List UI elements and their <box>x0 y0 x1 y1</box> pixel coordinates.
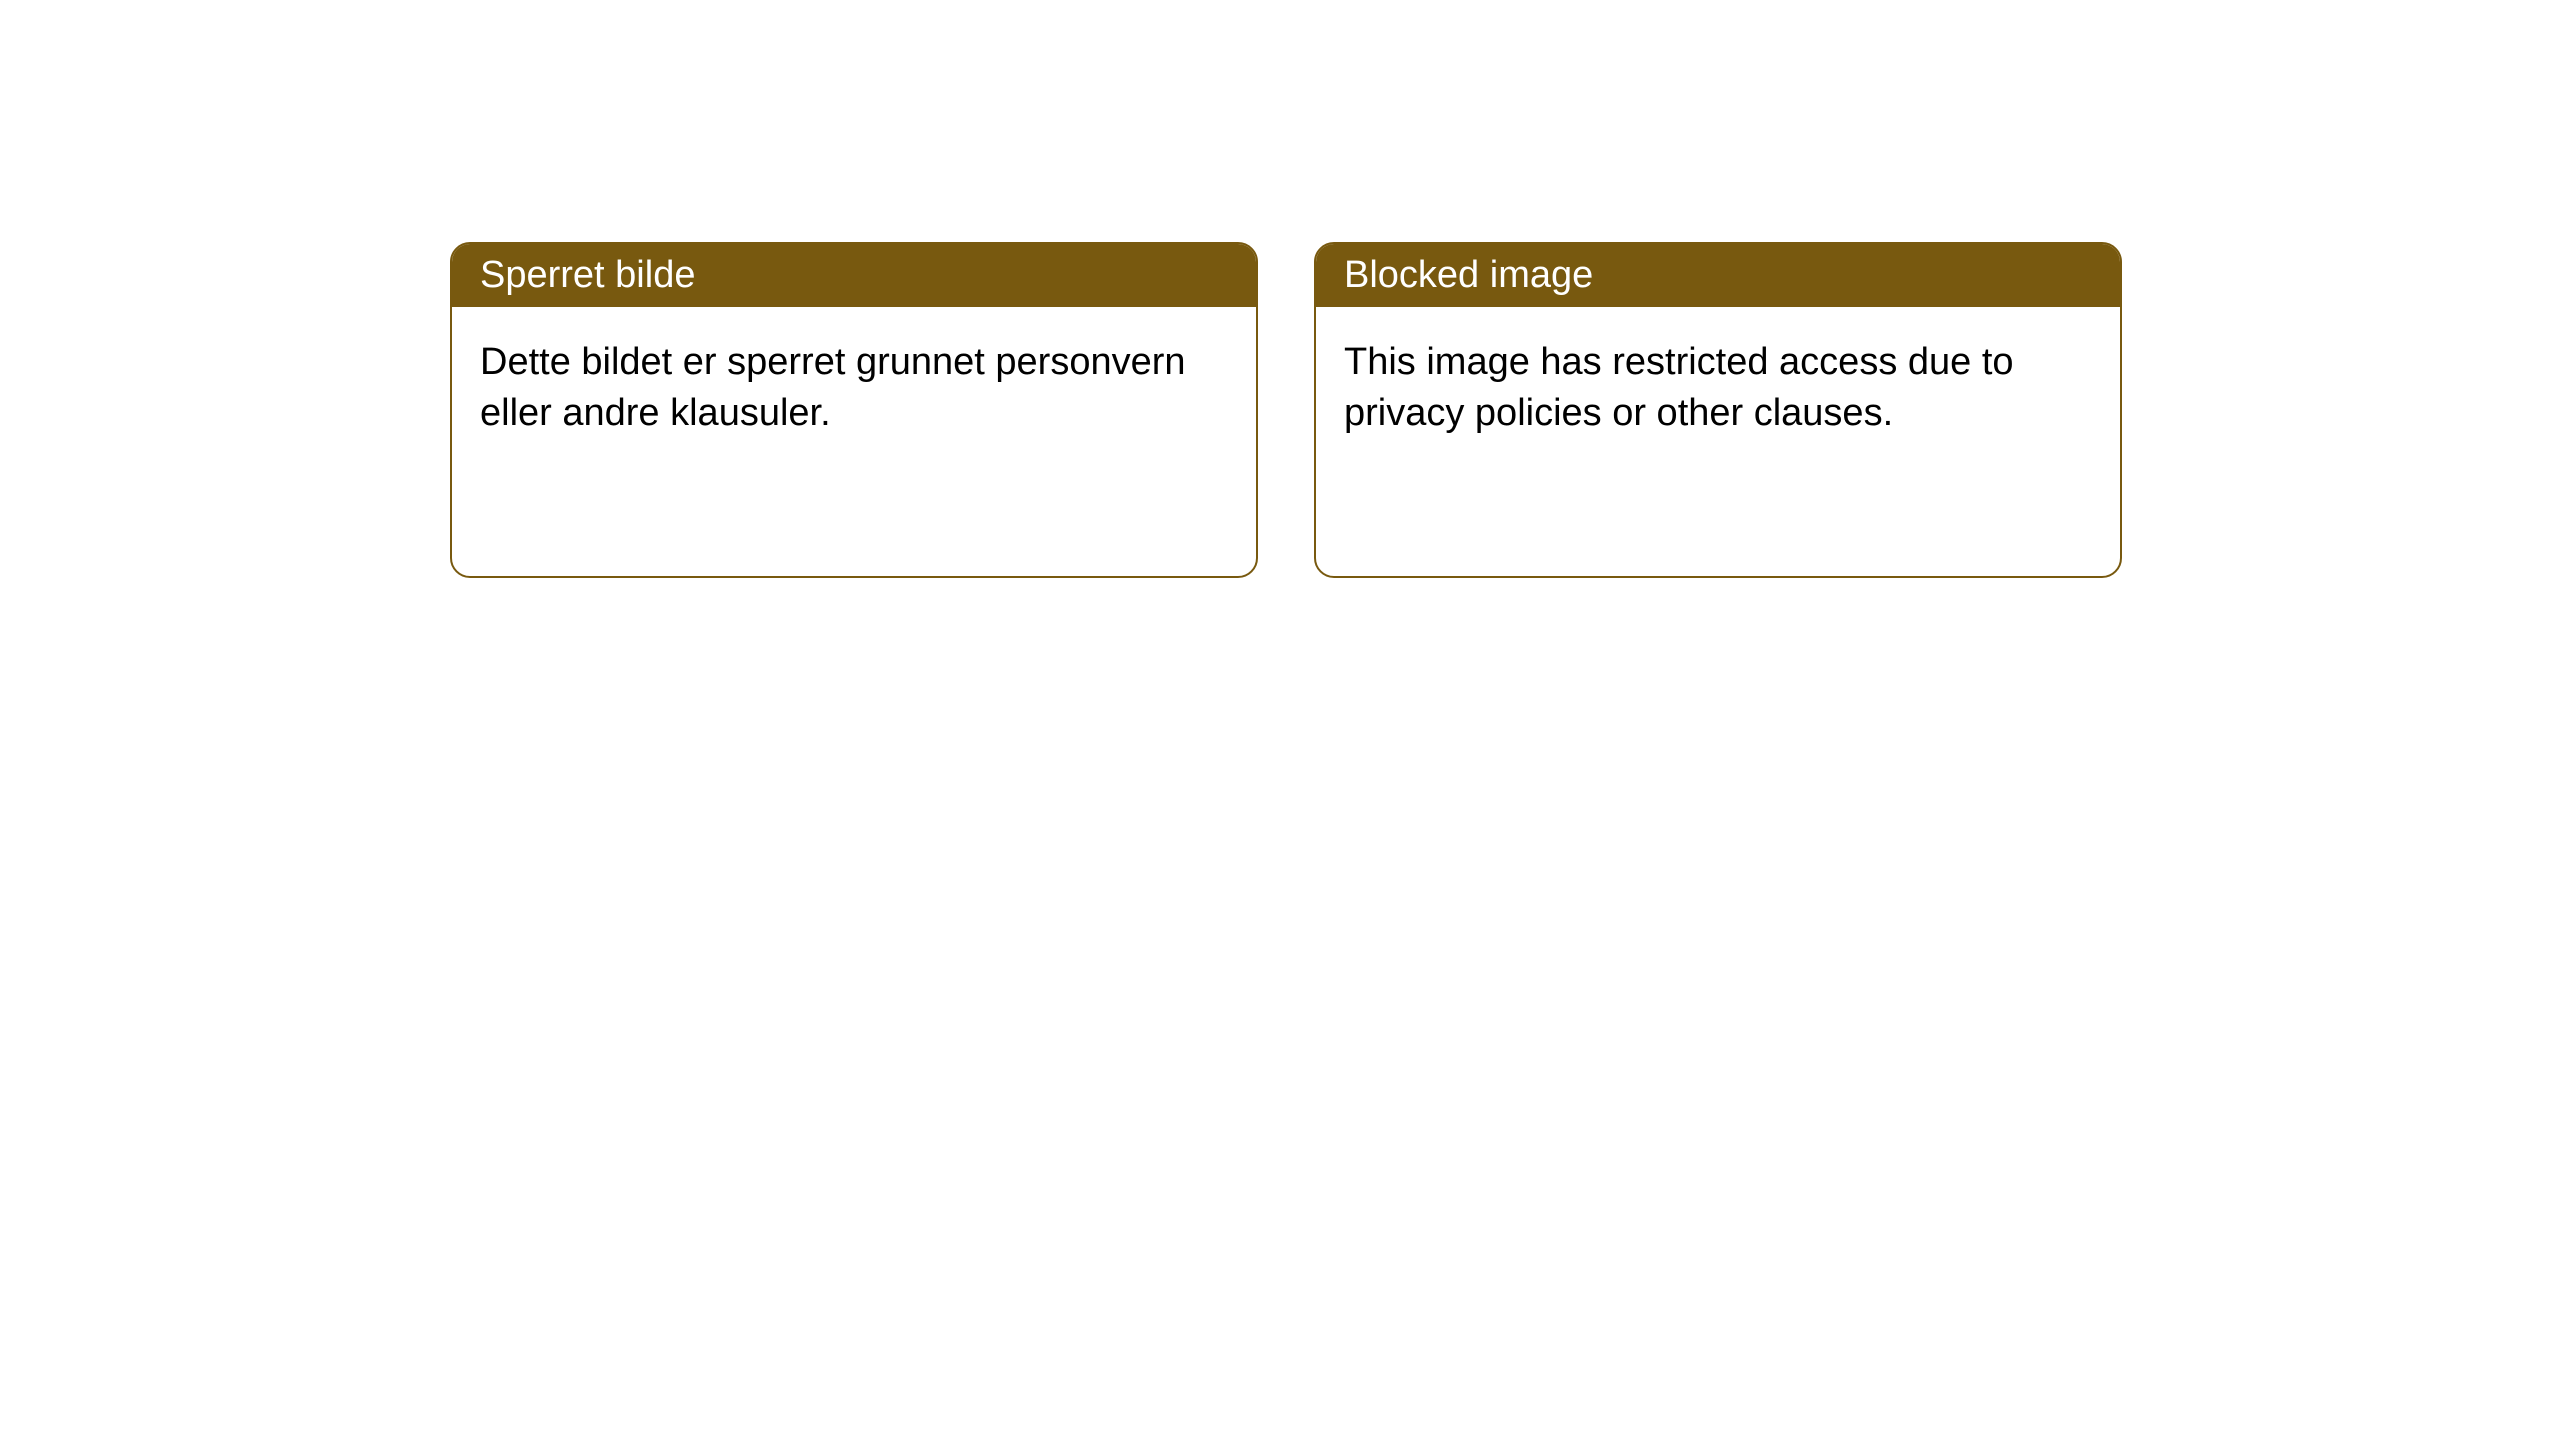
notice-header: Sperret bilde <box>452 244 1256 307</box>
notice-body-text: This image has restricted access due to … <box>1344 341 2014 434</box>
notice-header: Blocked image <box>1316 244 2120 307</box>
notice-card-norwegian: Sperret bilde Dette bildet er sperret gr… <box>450 242 1258 578</box>
notice-title: Blocked image <box>1344 254 1593 296</box>
notice-card-english: Blocked image This image has restricted … <box>1314 242 2122 578</box>
notice-container: Sperret bilde Dette bildet er sperret gr… <box>0 0 2560 578</box>
notice-title: Sperret bilde <box>480 254 695 296</box>
notice-body: Dette bildet er sperret grunnet personve… <box>452 307 1256 470</box>
notice-body-text: Dette bildet er sperret grunnet personve… <box>480 341 1186 434</box>
notice-body: This image has restricted access due to … <box>1316 307 2120 470</box>
